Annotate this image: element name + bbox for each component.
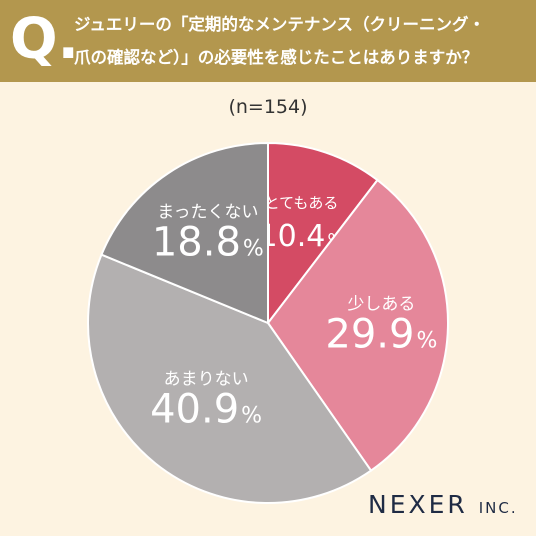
brand-logo: NEXER INC. (368, 490, 518, 519)
question-text-line-1: ジュエリーの「定期的なメンテナンス（クリーニング・ (74, 15, 486, 34)
slice-value-label: 18.8% (152, 219, 264, 265)
question-text-line-2: 爪の確認など）」の必要性を感じたことはありますか？ (74, 48, 479, 67)
question-mark: Q. (10, 7, 79, 72)
slice-category-label: とてもある (265, 194, 339, 212)
pie-slice-3 (87, 253, 373, 504)
slice-category-label: 少しある (347, 294, 415, 314)
brand-suffix: INC. (478, 499, 518, 517)
sample-size-label: (n=154) (228, 96, 308, 118)
pie-slice-1 (267, 141, 379, 326)
slice-value-label: 29.9% (325, 311, 437, 357)
slice-category-label: あまりない (164, 369, 249, 389)
brand-name: NEXER (368, 490, 468, 519)
question-header: Q. ジュエリーの「定期的なメンテナンス（クリーニング・ 爪の確認など）」の必要… (0, 0, 536, 82)
slice-category-label: まったくない (157, 202, 258, 222)
pie-slice-2 (266, 178, 449, 472)
slice-value-label: 40.9% (150, 386, 262, 432)
pie-slice-4 (100, 141, 269, 325)
